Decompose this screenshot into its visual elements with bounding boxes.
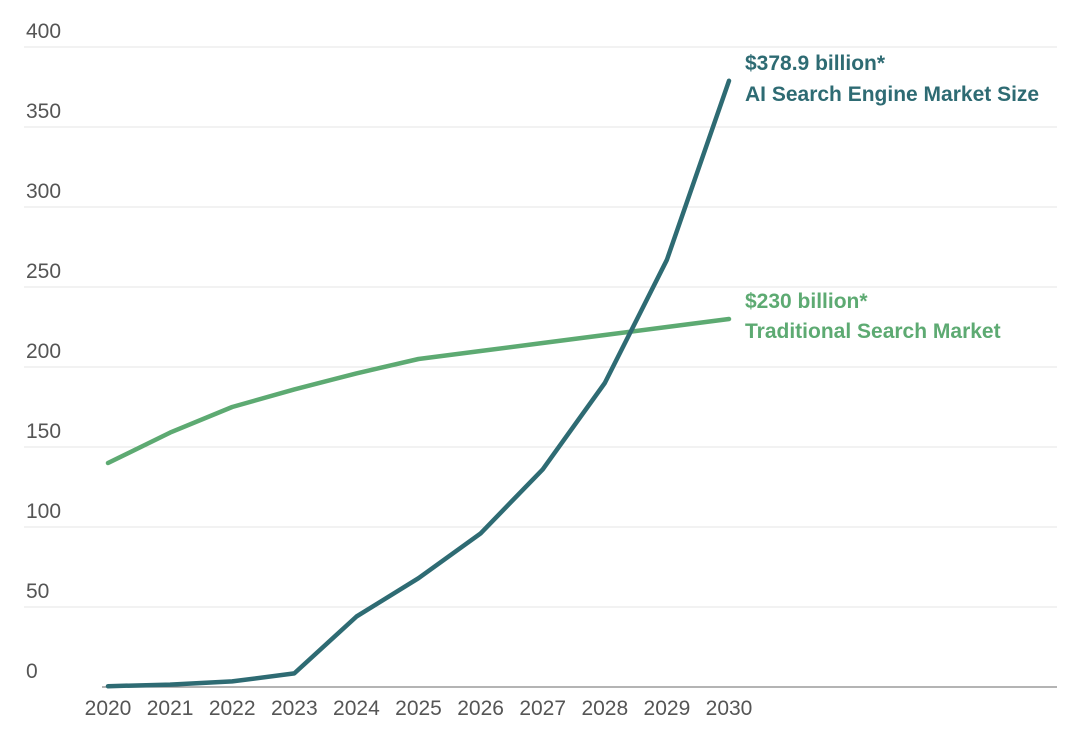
y-tick-label: 300 [26, 180, 61, 203]
y-tick-label: 400 [26, 20, 61, 43]
series-layer [105, 78, 732, 689]
y-tick-label: 100 [26, 500, 61, 523]
ai-series-name-label: AI Search Engine Market Size [745, 83, 1039, 106]
x-tick-label: 2026 [457, 697, 504, 720]
x-tick-label: 2027 [519, 697, 566, 720]
x-tick-label: 2024 [333, 697, 380, 720]
x-tick-label: 2028 [581, 697, 628, 720]
y-tick-label: 200 [26, 340, 61, 363]
x-tick-label: 2021 [147, 697, 194, 720]
x-tick-label: 2022 [209, 697, 256, 720]
x-axis-ticks: 2020 2021 2022 2023 2024 2025 2026 2027 2028 2029… [85, 697, 753, 720]
y-axis-ticks: 0 50 100 150 200 250 300 350 400 [26, 20, 61, 683]
traditional-series-value-label: $230 billion* [745, 290, 868, 313]
series-line-ai [105, 78, 732, 689]
x-tick-label: 2025 [395, 697, 442, 720]
y-tick-label: 150 [26, 420, 61, 443]
x-tick-label: 2023 [271, 697, 318, 720]
ai-series-value-label: $378.9 billion* [745, 52, 886, 75]
grid-layer [24, 46, 1057, 608]
x-tick-label: 2030 [706, 697, 753, 720]
series-line-traditional [105, 316, 732, 466]
y-tick-label: 50 [26, 580, 49, 603]
y-tick-label: 250 [26, 260, 61, 283]
y-tick-label: 350 [26, 100, 61, 123]
x-tick-label: 2029 [644, 697, 691, 720]
x-tick-label: 2020 [85, 697, 132, 720]
y-tick-label: 0 [26, 660, 38, 683]
traditional-series-name-label: Traditional Search Market [745, 320, 1001, 343]
